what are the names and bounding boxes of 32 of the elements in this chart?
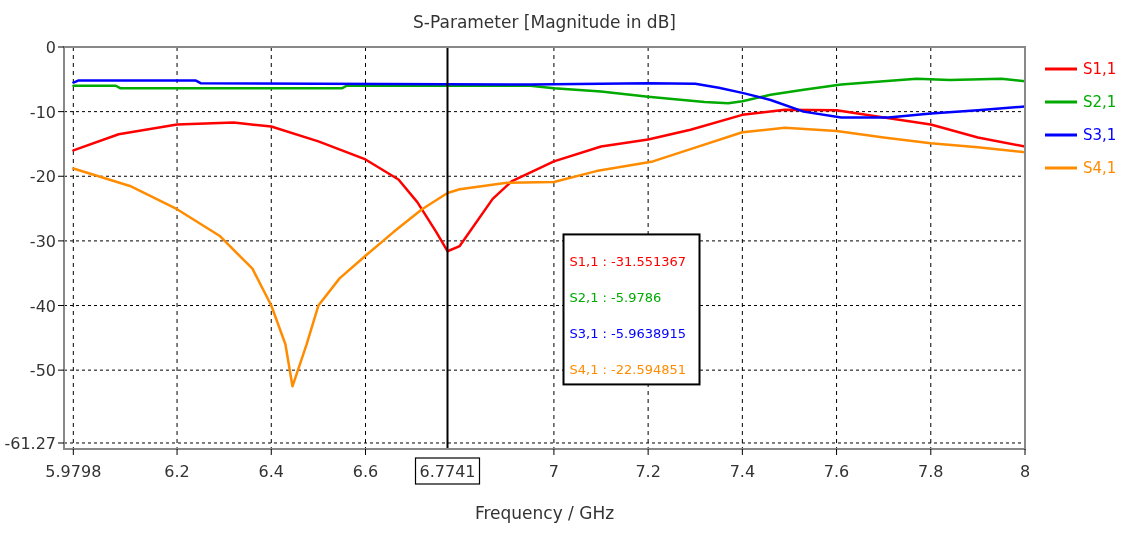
y-tick-label: 0 <box>45 38 56 57</box>
y-tick-label: -10 <box>29 102 56 122</box>
line-series <box>72 126 1025 388</box>
line-series <box>72 108 1025 253</box>
legend-label: S1,1 <box>1083 60 1117 78</box>
x-tick-label: 7.6 <box>823 462 850 481</box>
line-series <box>72 77 1025 105</box>
x-tick-label: 7.4 <box>729 462 756 481</box>
legend-label: S3,1 <box>1083 126 1117 144</box>
annotation: S2,1 : -5.9786 <box>569 290 662 306</box>
x-axis-title: Frequency / GHz <box>474 503 615 523</box>
chart-title: S-Parameter [Magnitude in dB] <box>413 12 676 32</box>
x-tick-label: 7 <box>548 462 560 481</box>
y-tick-label: -50 <box>29 361 56 381</box>
line-series <box>72 79 1025 119</box>
y-tick-label: -40 <box>29 296 56 316</box>
x-tick-label: 6.2 <box>164 462 190 481</box>
x-tick-label: 7.8 <box>918 462 944 481</box>
x-tick-label: 8 <box>1019 462 1031 481</box>
annotation: S4,1 : -22.594851 <box>569 362 687 378</box>
y-tick-label: -30 <box>29 231 56 251</box>
legend-label: S2,1 <box>1083 93 1117 111</box>
x-tick-label: 6.4 <box>258 462 284 481</box>
x-tick-label: 7.2 <box>635 462 661 481</box>
x-tick-label: 5.9798 <box>45 462 102 481</box>
y-tick-label: -61.27 <box>4 433 56 453</box>
y-tick-label: -20 <box>29 167 56 187</box>
ref-line-label: 6.7741 <box>419 462 476 481</box>
legend-label: S4,1 <box>1083 159 1117 177</box>
annotation: S3,1 : -5.9638915 <box>569 326 687 342</box>
x-tick-label: 6.6 <box>352 462 379 481</box>
annotation: S1,1 : -31.551367 <box>569 254 687 270</box>
